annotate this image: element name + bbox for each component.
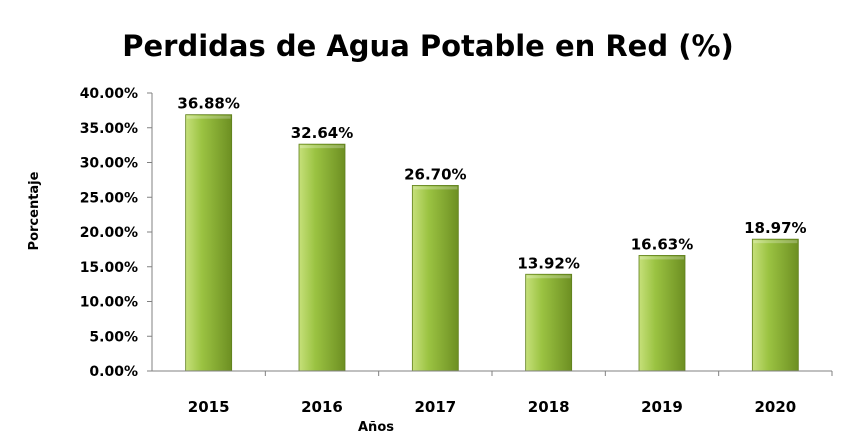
y-tick-label: 35.00% bbox=[80, 121, 138, 137]
x-axis: 2015 2016 2017 2018 2019 2020 bbox=[152, 370, 833, 416]
x-tick-label-2020: 2020 bbox=[754, 398, 796, 416]
x-tick-label-2017: 2017 bbox=[414, 398, 456, 416]
bars bbox=[185, 114, 799, 372]
data-label-2020: 18.97% bbox=[744, 219, 806, 237]
bar-highlight bbox=[186, 115, 231, 119]
bar-highlight bbox=[413, 186, 458, 190]
y-tick-label: 20.00% bbox=[80, 225, 138, 241]
data-label-2019: 16.63% bbox=[631, 235, 693, 253]
bar-2016 bbox=[298, 143, 346, 372]
x-tick-label-2016: 2016 bbox=[301, 398, 343, 416]
y-tick-label: 30.00% bbox=[80, 156, 138, 172]
y-axis: 0.00% 5.00% 10.00% 15.00% 20.00% 25.00% 30.00%… bbox=[80, 86, 153, 380]
bar-2017 bbox=[411, 185, 459, 372]
bar-highlight bbox=[640, 256, 684, 260]
bar-highlight bbox=[526, 275, 571, 279]
data-label-2017: 26.70% bbox=[404, 165, 466, 183]
data-label-2016: 32.64% bbox=[291, 124, 353, 142]
bar-2018 bbox=[525, 273, 573, 372]
bar-2015 bbox=[185, 114, 233, 372]
y-tick-label: 15.00% bbox=[80, 260, 138, 276]
x-tick-label-2018: 2018 bbox=[528, 398, 570, 416]
x-tick-label-2019: 2019 bbox=[641, 398, 683, 416]
data-label-2015: 36.88% bbox=[177, 95, 239, 113]
y-tick-label: 0.00% bbox=[89, 364, 138, 380]
bar-2019 bbox=[638, 255, 686, 372]
data-label-2018: 13.92% bbox=[517, 254, 579, 272]
y-axis-title: Porcentaje bbox=[27, 171, 42, 250]
data-labels: 36.88% 32.64% 26.70% 13.92% 16.63% 18.97% bbox=[177, 95, 806, 273]
y-tick-label: 10.00% bbox=[80, 295, 138, 311]
bar-highlight bbox=[753, 240, 798, 244]
x-tick-label-2015: 2015 bbox=[188, 398, 230, 416]
x-axis-title: Años bbox=[358, 420, 394, 435]
chart-title: Perdidas de Agua Potable en Red (%) bbox=[122, 29, 734, 63]
y-tick-label: 25.00% bbox=[80, 190, 138, 206]
y-tick-label: 5.00% bbox=[89, 329, 138, 345]
bar-highlight bbox=[300, 145, 344, 149]
bar-2020 bbox=[751, 238, 799, 372]
y-tick-label: 40.00% bbox=[80, 86, 138, 102]
